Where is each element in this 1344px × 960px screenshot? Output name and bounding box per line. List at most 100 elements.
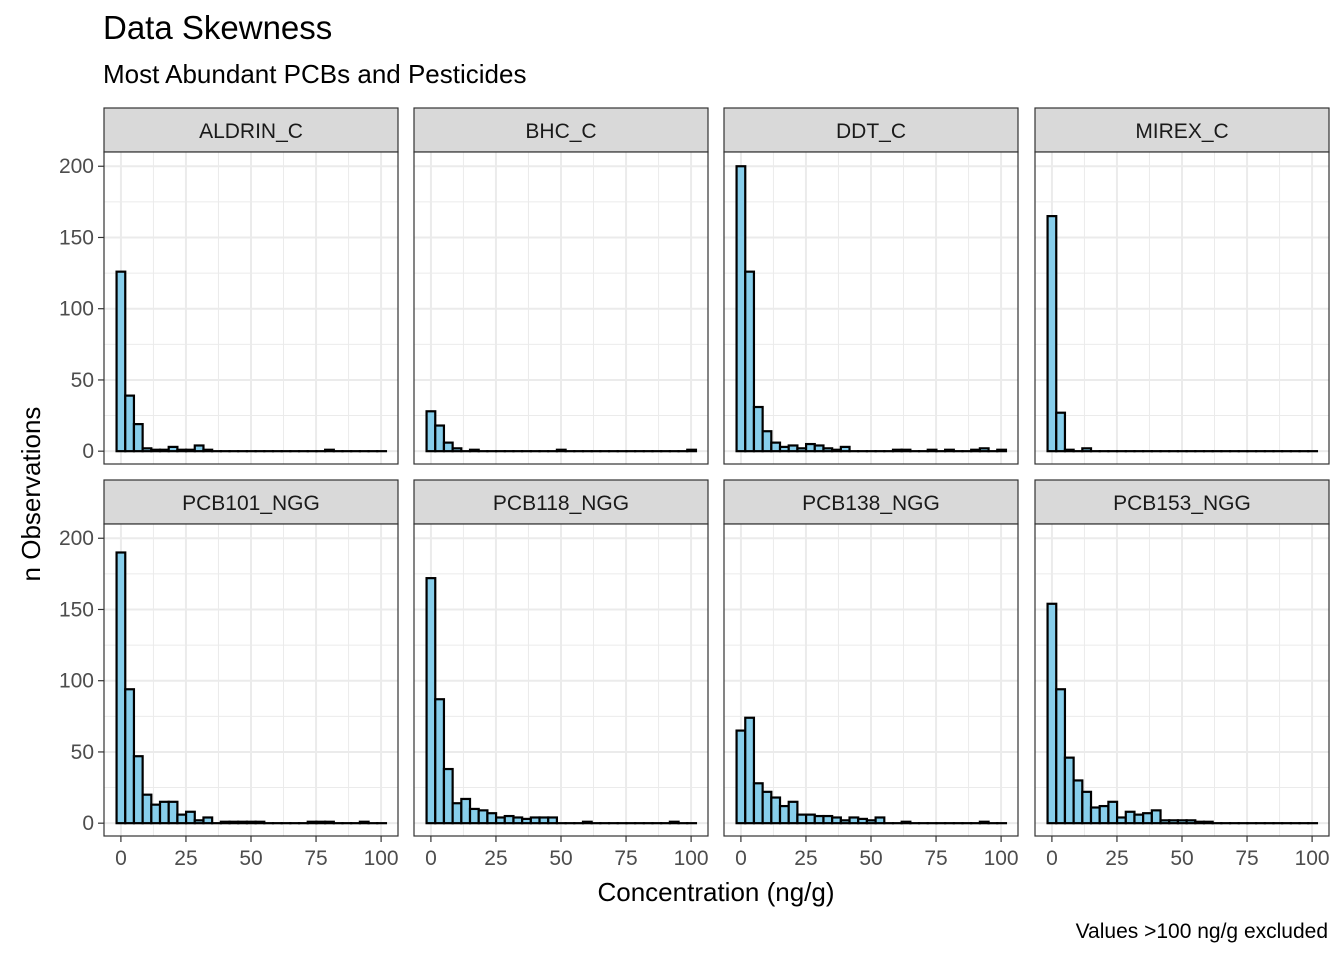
x-tick-label: 50 bbox=[549, 847, 572, 870]
histogram-bar bbox=[1063, 448, 1075, 453]
histogram-bar bbox=[315, 820, 327, 825]
y-tick-label: 50 bbox=[71, 741, 94, 764]
histogram-bar bbox=[477, 809, 489, 825]
histogram-bar bbox=[141, 447, 153, 453]
facet-panel-ddt-c: DDT_C bbox=[723, 107, 1019, 465]
histogram-bar bbox=[944, 448, 955, 453]
histogram-bar bbox=[158, 800, 170, 825]
histogram-bar bbox=[176, 813, 188, 825]
histogram-bar bbox=[538, 816, 550, 825]
histogram-bar bbox=[926, 448, 938, 453]
x-tick-label: 25 bbox=[484, 847, 507, 870]
x-axis-title: Concentration (ng/g) bbox=[597, 877, 834, 907]
histogram-bar bbox=[1159, 819, 1171, 825]
y-axis-title: n Observations bbox=[16, 407, 46, 582]
chart-caption: Values >100 ng/g excluded bbox=[1075, 920, 1328, 943]
histogram-bar bbox=[245, 820, 257, 825]
facet-strip-label: BHC_C bbox=[525, 120, 596, 143]
x-tick-label: 50 bbox=[239, 847, 262, 870]
histogram-bar bbox=[306, 820, 318, 825]
histogram-bar bbox=[822, 814, 834, 825]
histogram-bar bbox=[796, 447, 808, 453]
histogram-bar bbox=[1142, 812, 1153, 825]
facet-strip-label: PCB118_NGG bbox=[493, 492, 629, 515]
facet-strip-label: PCB153_NGG bbox=[1113, 492, 1251, 515]
x-tick-label: 100 bbox=[984, 847, 1019, 870]
histogram-bar bbox=[193, 444, 205, 453]
histogram-bar bbox=[813, 444, 825, 453]
histogram-bar bbox=[1185, 819, 1197, 825]
histogram-bar bbox=[442, 441, 454, 453]
y-tick-label: 100 bbox=[59, 670, 94, 693]
x-tick-label: 75 bbox=[304, 847, 327, 870]
facet-strip-label: DDT_C bbox=[836, 120, 906, 143]
histogram-bar bbox=[150, 803, 162, 825]
histogram-bar bbox=[512, 816, 524, 825]
histogram-bar bbox=[434, 698, 446, 825]
histogram-bar bbox=[451, 447, 463, 453]
histogram-bar bbox=[167, 445, 179, 453]
histogram-bar bbox=[202, 448, 214, 453]
histogram-bar bbox=[804, 442, 816, 453]
histogram-bar bbox=[778, 804, 790, 825]
x-tick-label: 75 bbox=[1235, 847, 1258, 870]
histogram-bar bbox=[770, 441, 782, 453]
facet-panel-pcb153-ngg: PCB153_NGG 0 25 50 75 100 bbox=[1034, 479, 1330, 870]
histogram-bar bbox=[254, 820, 266, 825]
histogram-bar bbox=[1133, 813, 1145, 825]
histogram-bar bbox=[219, 820, 231, 825]
histogram-bar bbox=[900, 448, 912, 453]
histogram-bar bbox=[822, 447, 834, 453]
facet-strip-label: MIREX_C bbox=[1135, 120, 1228, 143]
histogram-bar bbox=[468, 448, 480, 453]
x-tick-label: 100 bbox=[674, 847, 709, 870]
histogram-bar bbox=[193, 819, 205, 825]
histogram-bar bbox=[831, 816, 842, 825]
histogram-bar bbox=[1081, 447, 1093, 453]
x-tick-label: 75 bbox=[614, 847, 637, 870]
x-tick-label: 0 bbox=[425, 847, 437, 870]
y-tick-label: 200 bbox=[59, 155, 94, 178]
x-tick-label: 100 bbox=[1295, 847, 1330, 870]
panel-border bbox=[413, 151, 709, 465]
facet-panel-pcb118-ngg: PCB118_NGG 0 25 50 75 100 bbox=[413, 479, 709, 870]
y-tick-label: 200 bbox=[59, 527, 94, 550]
histogram-bar bbox=[555, 448, 567, 453]
histogram-bar bbox=[857, 817, 869, 825]
x-tick-label: 75 bbox=[924, 847, 947, 870]
histogram-bar bbox=[796, 813, 808, 825]
histogram-bar bbox=[503, 814, 515, 825]
histogram-bar bbox=[141, 793, 153, 825]
x-tick-label: 25 bbox=[1105, 847, 1128, 870]
histogram-bar bbox=[891, 448, 903, 453]
histogram-bar bbox=[425, 577, 437, 825]
histogram-bar bbox=[1098, 804, 1110, 825]
histogram-bar bbox=[324, 820, 335, 825]
x-tick-label: 50 bbox=[1170, 847, 1193, 870]
histogram-bar bbox=[1072, 779, 1084, 825]
histogram-bar bbox=[228, 820, 240, 825]
y-tick-label: 0 bbox=[82, 440, 94, 463]
histogram-bar bbox=[521, 817, 532, 825]
histogram-bar bbox=[132, 423, 144, 453]
histogram-bar bbox=[581, 820, 593, 825]
histogram-bar bbox=[1124, 810, 1136, 825]
x-tick-label: 0 bbox=[1046, 847, 1058, 870]
histogram-bar bbox=[158, 448, 170, 453]
chart-subtitle: Most Abundant PCBs and Pesticides bbox=[103, 59, 527, 89]
y-tick-label: 150 bbox=[59, 598, 94, 621]
facet-strip-label: PCB138_NGG bbox=[802, 492, 940, 515]
histogram-bar bbox=[468, 807, 480, 825]
histogram-bar bbox=[839, 819, 851, 825]
histogram-bar bbox=[115, 551, 127, 825]
y-tick-label: 150 bbox=[59, 226, 94, 249]
histogram-bar bbox=[529, 816, 541, 825]
histogram-bar bbox=[1150, 809, 1162, 825]
histogram-bar bbox=[848, 816, 860, 825]
histogram-bar bbox=[176, 448, 188, 453]
histogram-bar bbox=[442, 767, 454, 825]
histogram-bar bbox=[1046, 215, 1058, 453]
histogram-bar bbox=[132, 755, 144, 825]
histogram-bar bbox=[970, 448, 981, 453]
